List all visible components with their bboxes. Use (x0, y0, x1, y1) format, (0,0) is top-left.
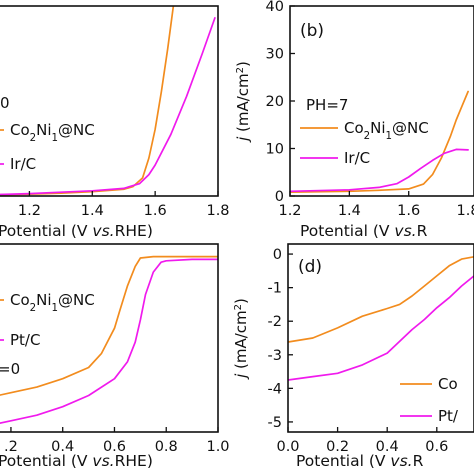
legend-c: Co2Ni1@NC Pt/C (0, 291, 95, 349)
legend-a: Co2Ni1@NC Ir/C (0, 121, 95, 173)
legend-b: Co2Ni1@NC Ir/C (300, 119, 429, 167)
x-tick-label-a: 1.6 (144, 203, 167, 219)
series-line-c-1 (0, 255, 218, 396)
x-tick-label-b: 1.4 (338, 203, 361, 219)
legend-label-b-1: Co2Ni1@NC (344, 119, 429, 142)
legend-label-b-2: Ir/C (344, 149, 370, 167)
y-tick-label-d: -4 (268, 381, 282, 397)
y-tick-label-b: 30 (266, 47, 284, 63)
y-tick-label-b: 0 (275, 189, 284, 205)
legend-label-c-2: Pt/C (10, 331, 40, 349)
legend-label-d-1: Co (438, 375, 458, 393)
x-tick-label-b: 1.6 (397, 203, 420, 219)
annotation-a: 0 (0, 94, 10, 112)
y-tick-label-d: -3 (268, 348, 282, 364)
y-tick-label-d: -1 (268, 281, 282, 297)
x-tick-label-a: 1.2 (18, 203, 41, 219)
y-tick-label-b: 40 (266, 0, 284, 15)
x-tick-label-c: 1.0 (206, 439, 229, 455)
plot-frame-d (287, 243, 474, 433)
series-line-d-2 (288, 275, 474, 381)
x-tick-label-c: 0.4 (51, 439, 74, 455)
y-tick-label-d: 0 (273, 247, 282, 263)
x-axis-label-d: Potential (V vs.R (296, 452, 424, 470)
x-axis-label-b: Potential (V vs.R (300, 222, 428, 240)
panel-label-b: (b) (300, 21, 324, 41)
y-tick-label-d: -5 (268, 415, 282, 431)
series-line-b-2 (290, 148, 469, 193)
panel-b: 1.2 1.4 1.6 1.8 0 10 20 30 40 Potential (V vs.R j … (234, 0, 474, 240)
x-tick-label-d: 0.2 (326, 439, 349, 455)
x-tick-label-b: 1.8 (457, 203, 474, 219)
y-axis-label-d: j (mA/cm2) (232, 298, 250, 380)
x-axis-label-c: Potential (V vs.RHE) (0, 452, 153, 470)
panel-c: .2 0.4 0.6 0.8 1.0 Potential (V vs.RHE) =0 Co2N… (0, 243, 230, 470)
x-tick-label-d: 0.6 (425, 439, 448, 455)
plot-frame-a (0, 5, 219, 197)
panel-label-d: (d) (298, 257, 322, 277)
panel-d: 0.0 0.2 0.4 0.6 0 -1 -2 -3 -4 -5 Potential (V vs.R… (232, 243, 474, 470)
series-line-a-1 (0, 6, 175, 196)
x-tick-label-d: 0.4 (376, 439, 399, 455)
x-tick-label-a: 1.4 (81, 203, 104, 219)
x-tick-label-c: 0.8 (155, 439, 178, 455)
x-tick-label-a: 1.8 (206, 203, 229, 219)
x-tick-label-d: 0.0 (276, 439, 299, 455)
x-tick-label-c: .2 (4, 439, 18, 455)
x-tick-label-b: 1.2 (278, 203, 301, 219)
annotation-c: =0 (0, 360, 20, 378)
series-line-c-2 (0, 258, 218, 425)
x-tick-label-c: 0.6 (103, 439, 126, 455)
y-axis-label-b: j (mA/cm2) (234, 61, 252, 143)
series-line-b-1 (290, 90, 469, 194)
legend-label-d-2: Pt/ (438, 407, 459, 425)
y-tick-label-d: -2 (268, 314, 282, 330)
series-line-a-2 (0, 17, 216, 196)
x-axis-label-a: Potential (V vs.RHE) (0, 222, 153, 240)
plot-frame-c (0, 243, 219, 433)
y-tick-label-b: 10 (266, 142, 284, 158)
legend-d: Co Pt/ (400, 375, 459, 425)
legend-label-a-1: Co2Ni1@NC (10, 121, 95, 144)
legend-label-a-2: Ir/C (10, 155, 36, 173)
annotation-b: PH=7 (306, 96, 348, 114)
legend-label-c-1: Co2Ni1@NC (10, 291, 95, 314)
series-line-d-1 (288, 255, 474, 343)
y-tick-label-b: 20 (266, 94, 284, 110)
